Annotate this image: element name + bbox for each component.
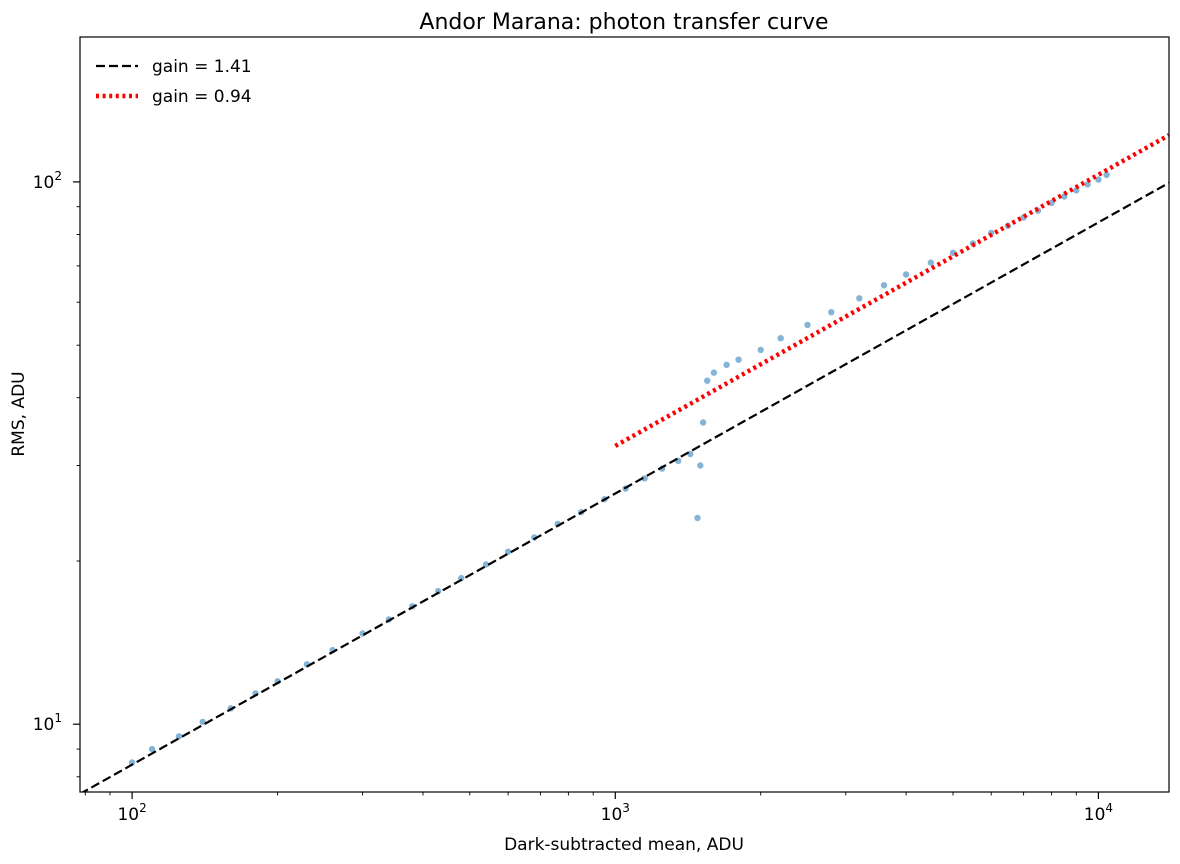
- scatter-point: [1095, 176, 1102, 183]
- scatter-point: [902, 271, 910, 278]
- chart-title: Andor Marana: photon transfer curve: [419, 10, 828, 35]
- gain-1-41-line: [81, 181, 1169, 792]
- scatter-point: [1084, 181, 1091, 188]
- scatter-point: [757, 346, 764, 354]
- scatter-points: [128, 171, 1110, 766]
- x-tick-label: 103: [601, 801, 630, 825]
- gain-0-94-line: [614, 133, 1169, 448]
- scatter-point: [723, 361, 730, 368]
- scatter-point: [777, 335, 784, 342]
- scatter-point: [927, 259, 935, 266]
- plot-frame: [79, 36, 1170, 793]
- x-axis-label: Dark-subtracted mean, ADU: [504, 835, 744, 855]
- scatter-point: [694, 514, 701, 522]
- x-tick-label: 102: [117, 801, 146, 825]
- x-tick-label: 104: [1084, 801, 1113, 825]
- axis-ticks: 102 103 104 101 102: [33, 169, 1113, 825]
- legend: gain = 1.41 gain = 0.94: [96, 57, 252, 107]
- fit-lines: [81, 133, 1169, 792]
- scatter-point: [175, 733, 183, 740]
- scatter-point: [828, 309, 835, 316]
- scatter-point: [735, 356, 742, 363]
- scatter-point: [641, 475, 648, 482]
- legend-label-gain-1-41: gain = 1.41: [152, 57, 252, 77]
- scatter-point: [856, 295, 863, 302]
- scatter-point: [704, 377, 711, 384]
- scatter-point: [880, 282, 888, 289]
- scatter-point: [697, 462, 704, 469]
- scatter-point: [482, 561, 490, 568]
- y-tick-label: 101: [33, 711, 62, 735]
- scatter-point: [804, 321, 811, 329]
- scatter-point: [504, 548, 512, 555]
- scatter-point: [128, 759, 136, 766]
- scatter-point: [199, 718, 206, 726]
- scatter-point: [148, 745, 156, 753]
- scatter-point: [710, 369, 718, 376]
- scatter-point: [1103, 171, 1110, 179]
- y-axis-label: RMS, ADU: [9, 371, 29, 456]
- scatter-point: [699, 419, 707, 426]
- legend-label-gain-0-94: gain = 0.94: [152, 87, 252, 107]
- y-tick-label: 102: [33, 169, 62, 193]
